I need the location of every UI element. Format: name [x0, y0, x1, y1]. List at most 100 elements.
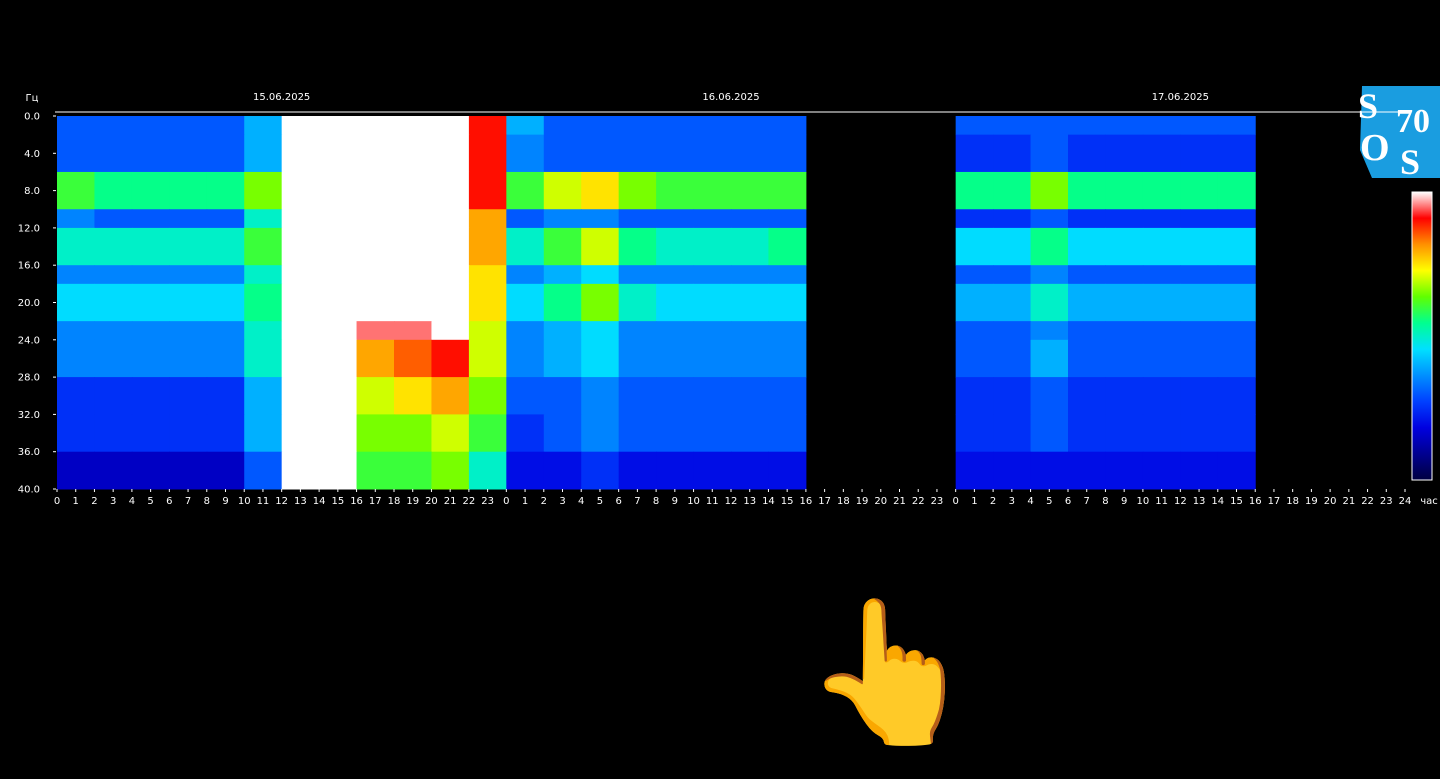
heatmap-cell: [57, 209, 95, 229]
heatmap-cell: [131, 414, 170, 453]
heatmap-cell: [693, 227, 732, 266]
heatmap-cell: [281, 227, 320, 266]
heatmap-cell: [281, 265, 320, 285]
heatmap-cell: [1180, 321, 1219, 341]
x-tick-label: 7: [1084, 496, 1090, 507]
heatmap-cell: [169, 265, 208, 285]
x-tick-label: 23: [931, 496, 944, 507]
x-tick-label: 6: [166, 496, 172, 507]
heatmap-cell: [543, 134, 582, 173]
heatmap-cell: [319, 451, 358, 490]
x-tick-label: 12: [275, 496, 288, 507]
x-tick-label: 18: [388, 496, 401, 507]
heatmap-cell: [731, 171, 769, 210]
heatmap-cell: [768, 227, 807, 266]
heatmap-cell: [506, 209, 545, 229]
x-tick-label: 22: [463, 496, 476, 507]
x-tick-label: 15: [781, 496, 794, 507]
date-label: 15.06.2025: [253, 92, 310, 103]
heatmap-cell: [394, 116, 432, 136]
heatmap-cell: [1142, 414, 1181, 453]
heatmap-cell: [244, 414, 283, 453]
heatmap-cell: [356, 171, 395, 210]
heatmap-cell: [431, 339, 470, 378]
x-tick-label: 0: [952, 496, 958, 507]
heatmap-cell: [131, 451, 170, 490]
x-tick-label: 3: [110, 496, 116, 507]
x-tick-label: 19: [406, 496, 419, 507]
heatmap-cell: [468, 414, 507, 453]
heatmap-cell: [468, 209, 507, 229]
heatmap-cell: [244, 116, 283, 136]
heatmap-cell: [431, 116, 470, 136]
heatmap-cell: [1030, 116, 1069, 136]
x-tick-label: 17: [818, 496, 831, 507]
heatmap-cell: [955, 209, 994, 229]
heatmap-cell: [94, 116, 133, 136]
heatmap-cell: [1105, 134, 1144, 173]
x-tick-label: 3: [559, 496, 565, 507]
heatmap-cell: [506, 134, 545, 173]
heatmap-cell: [656, 134, 695, 173]
heatmap-cell: [468, 227, 507, 266]
y-axis-label: Гц: [26, 93, 39, 104]
x-tick-label: 4: [578, 496, 584, 507]
heatmap-cell: [731, 116, 769, 136]
x-tick-label: 6: [1065, 496, 1071, 507]
heatmap-cell: [1105, 227, 1144, 266]
heatmap-cell: [1180, 265, 1219, 285]
heatmap-cell: [1180, 209, 1219, 229]
heatmap-cell: [581, 116, 620, 136]
x-tick-label: 4: [1027, 496, 1033, 507]
x-tick-label: 16: [800, 496, 813, 507]
heatmap-cell: [581, 414, 620, 453]
heatmap-cell: [955, 339, 994, 378]
heatmap-cell: [244, 451, 283, 490]
heatmap-cell: [1030, 283, 1069, 322]
heatmap-cell: [57, 134, 95, 173]
heatmap-cell: [955, 116, 994, 136]
heatmap-cell: [1180, 283, 1219, 322]
heatmap-cell: [506, 339, 545, 378]
logo: S 70 O S: [1358, 86, 1440, 182]
heatmap-cell: [131, 209, 170, 229]
heatmap-cell: [656, 171, 695, 210]
heatmap-cell: [656, 321, 695, 341]
heatmap-cell: [169, 227, 208, 266]
heatmap-cell: [1180, 171, 1219, 210]
x-tick-label: 7: [634, 496, 640, 507]
heatmap-cell: [57, 451, 95, 490]
x-tick-label: 13: [743, 496, 756, 507]
heatmap-cell: [618, 134, 657, 173]
heatmap-cell: [356, 451, 395, 490]
heatmap-cell: [1180, 451, 1219, 490]
x-tick-label: 19: [1305, 496, 1318, 507]
heatmap-cell: [1142, 171, 1181, 210]
x-tick-label: 3: [1009, 496, 1015, 507]
heatmap-cell: [543, 377, 582, 415]
x-tick-label: 17: [369, 496, 382, 507]
heatmap-cell: [1068, 116, 1106, 136]
heatmap-cell: [656, 265, 695, 285]
heatmap-cell: [731, 339, 769, 378]
heatmap-cell: [468, 377, 507, 415]
heatmap-cell: [656, 414, 695, 453]
heatmap-cell: [693, 339, 732, 378]
x-tick-label: 10: [687, 496, 700, 507]
heatmap-cell: [955, 171, 994, 210]
heatmap-cell: [768, 116, 807, 136]
heatmap-cell: [356, 265, 395, 285]
heatmap-cell: [581, 171, 620, 210]
heatmap-cell: [431, 265, 470, 285]
heatmap-cell: [581, 283, 620, 322]
heatmap-cell: [131, 283, 170, 322]
heatmap-cell: [618, 339, 657, 378]
heatmap-cell: [506, 414, 545, 453]
heatmap-cell: [206, 227, 245, 266]
heatmap-cell: [731, 283, 769, 322]
heatmap-cell: [169, 209, 208, 229]
heatmap-cell: [1030, 451, 1069, 490]
heatmap-cell: [206, 339, 245, 378]
heatmap-cell: [281, 116, 320, 136]
